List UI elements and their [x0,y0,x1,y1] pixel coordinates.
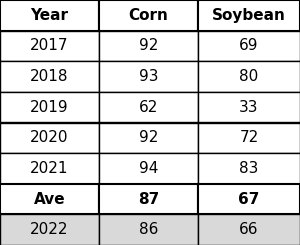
Text: 2020: 2020 [30,130,69,145]
Bar [0,92,99,122]
Bar [198,31,300,61]
Text: 72: 72 [239,130,259,145]
Text: 67: 67 [238,192,260,207]
Text: 33: 33 [239,100,259,115]
Text: Soybean: Soybean [212,8,286,23]
Bar [0,122,99,153]
Text: 2018: 2018 [30,69,69,84]
Text: 83: 83 [239,161,259,176]
Text: 2019: 2019 [30,100,69,115]
Text: Year: Year [31,8,68,23]
Bar [99,92,198,122]
Text: 94: 94 [139,161,158,176]
Text: 93: 93 [139,69,158,84]
Bar [99,31,198,61]
Bar [99,214,198,245]
Text: 80: 80 [239,69,259,84]
Bar [198,184,300,214]
Bar [0,31,99,61]
Bar [198,214,300,245]
Bar [99,61,198,92]
Text: 86: 86 [139,222,158,237]
Text: 66: 66 [239,222,259,237]
Text: 69: 69 [239,38,259,53]
Bar [198,0,300,31]
Text: Ave: Ave [34,192,65,207]
Bar [99,184,198,214]
Bar [0,153,99,184]
Bar [198,61,300,92]
Text: 2021: 2021 [30,161,69,176]
Bar [0,184,99,214]
Text: 92: 92 [139,130,158,145]
Text: 92: 92 [139,38,158,53]
Bar [0,214,99,245]
Bar [99,0,198,31]
Text: 2022: 2022 [30,222,69,237]
Bar [0,61,99,92]
Bar [0,0,99,31]
Text: 87: 87 [138,192,159,207]
Bar [198,153,300,184]
Bar [198,92,300,122]
Text: 2017: 2017 [30,38,69,53]
Bar [99,153,198,184]
Bar [99,122,198,153]
Text: 62: 62 [139,100,158,115]
Text: Corn: Corn [129,8,168,23]
Bar [198,122,300,153]
